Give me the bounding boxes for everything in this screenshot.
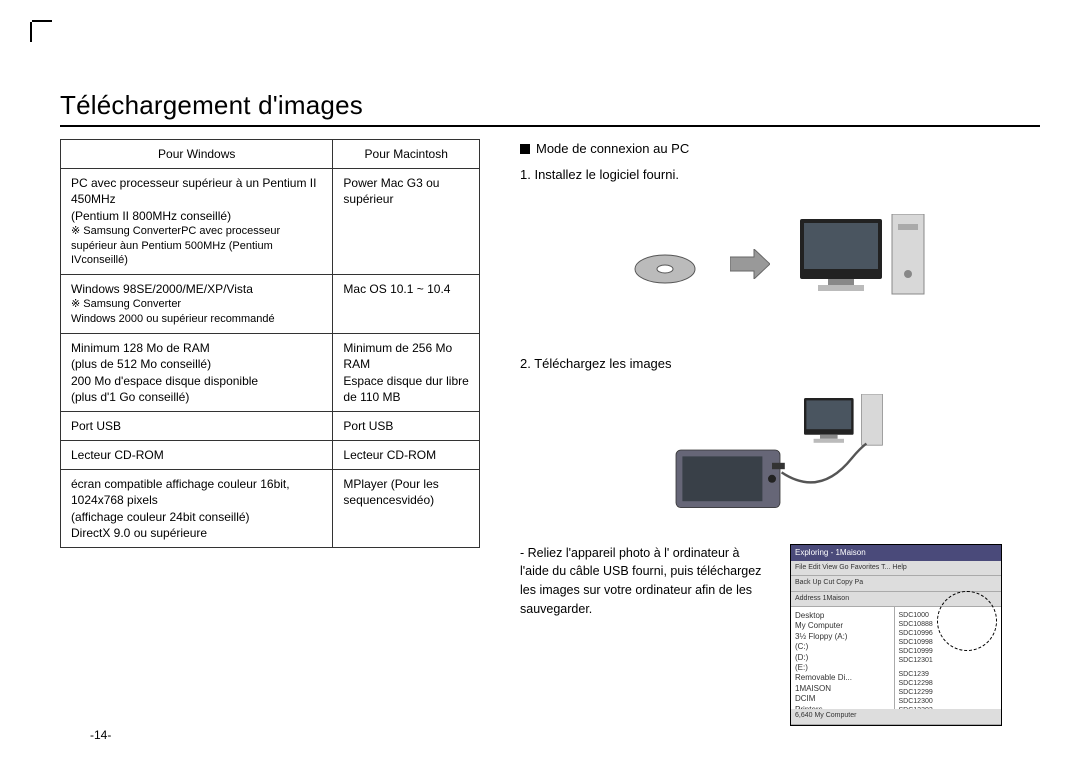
tree-item: DCIM [795, 694, 890, 704]
explorer-status: 6,640 My Computer [791, 709, 1001, 725]
cell-text: PC avec processeur supérieur à un Pentiu… [71, 175, 322, 224]
file-item: SDC12298 [899, 679, 998, 688]
tree-item: My Computer [795, 621, 890, 631]
cell-usb-mac: Port USB [333, 411, 480, 440]
file-item: SDC12301 [899, 656, 998, 665]
step-1: 1. Installez le logiciel fourni. [520, 165, 1040, 185]
cell-cd-win: Lecteur CD-ROM [61, 441, 333, 470]
cell-disp-mac: MPlayer (Pour les sequencesvidéo) [333, 470, 480, 548]
page-title: Téléchargement d'images [60, 90, 1040, 121]
file-item: SDC1239 [899, 670, 998, 679]
spec-table: Pour Windows Pour Macintosh PC avec proc… [60, 139, 480, 548]
computer-icon [800, 214, 930, 314]
tree-item: (D:) [795, 653, 890, 663]
cell-cpu-win: PC avec processeur supérieur à un Pentiu… [61, 169, 333, 275]
crop-mark [30, 20, 54, 44]
file-item: SDC12300 [899, 697, 998, 706]
explorer-tree: Desktop My Computer 3½ Floppy (A:) (C:) … [791, 607, 895, 726]
cell-sub: ※ Samsung ConverterPC avec processeur su… [71, 224, 322, 269]
cell-cd-mac: Lecteur CD-ROM [333, 441, 480, 470]
cell-ram-mac: Minimum de 256 Mo RAM Espace disque dur … [333, 334, 480, 412]
file-item: SDC12299 [899, 688, 998, 697]
th-mac: Pour Macintosh [333, 140, 480, 169]
square-bullet-icon [520, 144, 530, 154]
cell-cpu-mac: Power Mac G3 ou supérieur [333, 169, 480, 275]
page-number: -14- [90, 728, 111, 742]
explorer-menubar: File Edit View Go Favorites T... Help [791, 561, 1001, 577]
explorer-toolbar: Back Up Cut Copy Pa [791, 576, 1001, 592]
tree-item: 3½ Floppy (A:) [795, 632, 890, 642]
cell-sub: ※ Samsung Converter Windows 2000 ou supé… [71, 297, 322, 327]
mode-heading: Mode de connexion au PC [520, 139, 1040, 159]
step-2: 2. Téléchargez les images [520, 354, 1040, 374]
file-item: SDC10999 [899, 647, 998, 656]
note-text: - Reliez l'appareil photo à l' ordinateu… [520, 544, 770, 619]
arrow-icon [730, 249, 770, 279]
highlight-circle-icon [937, 591, 997, 651]
explorer-titlebar: Exploring - 1Maison [791, 545, 1001, 561]
cell-usb-win: Port USB [61, 411, 333, 440]
explorer-window: Exploring - 1Maison File Edit View Go Fa… [790, 544, 1002, 726]
cell-os-mac: Mac OS 10.1 ~ 10.4 [333, 275, 480, 334]
tree-item: Removable Di... [795, 673, 890, 683]
th-windows: Pour Windows [61, 140, 333, 169]
title-rule [60, 125, 1040, 127]
tree-item: (E:) [795, 663, 890, 673]
camera-to-pc-icon [630, 394, 930, 514]
download-illustration [520, 384, 1040, 524]
cd-icon [630, 239, 700, 289]
cell-os-win: Windows 98SE/2000/ME/XP/Vista ※ Samsung … [61, 275, 333, 334]
cell-text: Windows 98SE/2000/ME/XP/Vista [71, 281, 322, 297]
tree-item: Desktop [795, 611, 890, 621]
spec-table-wrap: Pour Windows Pour Macintosh PC avec proc… [60, 139, 480, 726]
cell-ram-win: Minimum 128 Mo de RAM (plus de 512 Mo co… [61, 334, 333, 412]
tree-item: (C:) [795, 642, 890, 652]
mode-text: Mode de connexion au PC [536, 139, 689, 159]
cell-disp-win: écran compatible affichage couleur 16bit… [61, 470, 333, 548]
tree-item: 1MAISON [795, 684, 890, 694]
install-illustration [520, 194, 1040, 334]
